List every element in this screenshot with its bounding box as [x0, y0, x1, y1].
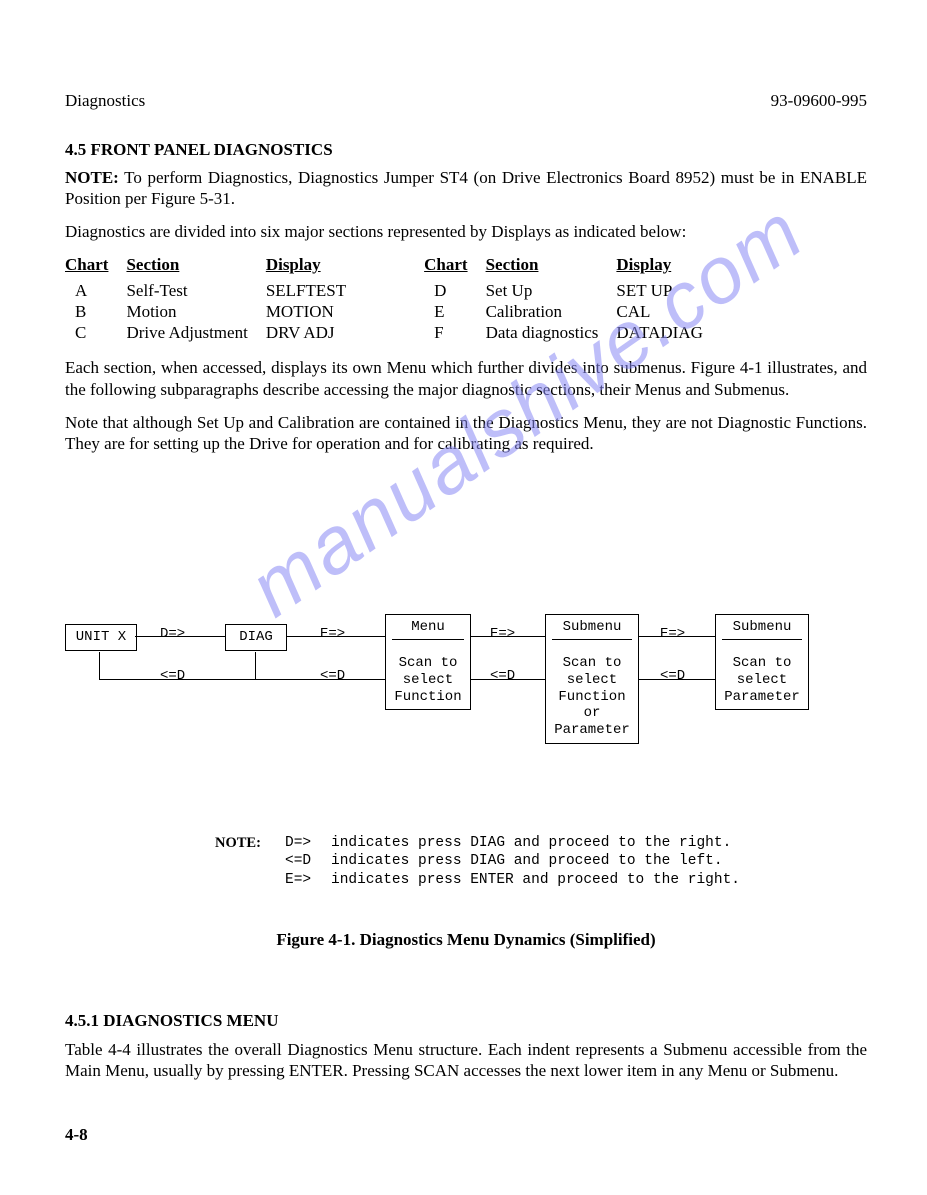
cell-chart: F — [424, 322, 485, 343]
note-text: indicates press DIAG and proceed to the … — [331, 852, 723, 870]
node-body: Scan to select Function or Parameter — [552, 655, 632, 739]
cell-section: Motion — [126, 301, 265, 322]
note-label: NOTE: — [215, 834, 285, 852]
edge-line — [255, 652, 256, 679]
cell-section: Set Up — [486, 280, 617, 301]
note-code: E=> — [285, 871, 331, 889]
diagram-note: NOTE: D=> indicates press DIAG and proce… — [215, 834, 867, 888]
cell-display: DRV ADJ — [266, 322, 364, 343]
watermark: manualshive.com — [230, 182, 822, 638]
page-header: Diagnostics 93-09600-995 — [65, 90, 867, 111]
intro-paragraph: Diagnostics are divided into six major s… — [65, 221, 867, 242]
sections-table: Chart Section Display A Self-Test SELFTE… — [65, 254, 867, 343]
section-4-5-heading: 4.5 FRONT PANEL DIAGNOSTICS — [65, 139, 867, 160]
table-row: E Calibration CAL — [424, 301, 721, 322]
edge-label-d-back: <=D — [490, 668, 515, 686]
col-chart: Chart — [424, 254, 485, 279]
table-row: B Motion MOTION — [65, 301, 364, 322]
node-body: Scan to select Parameter — [722, 655, 802, 705]
para-2: Note that although Set Up and Calibratio… — [65, 412, 867, 455]
table-row: A Self-Test SELFTEST — [65, 280, 364, 301]
node-label: UNIT X — [76, 629, 126, 645]
header-left: Diagnostics — [65, 90, 145, 111]
figure-4-1-diagram: UNIT X DIAG Menu Scan to select Function… — [65, 604, 867, 804]
node-unit-x: UNIT X — [65, 624, 137, 651]
section-4-5-1-para: Table 4-4 illustrates the overall Diagno… — [65, 1039, 867, 1082]
sections-table-left: Chart Section Display A Self-Test SELFTE… — [65, 254, 364, 343]
note-row: NOTE: D=> indicates press DIAG and proce… — [215, 834, 867, 852]
para-1: Each section, when accessed, displays it… — [65, 357, 867, 400]
figure-caption: Figure 4-1. Diagnostics Menu Dynamics (S… — [65, 929, 867, 950]
col-section: Section — [486, 254, 617, 279]
note-text: indicates press ENTER and proceed to the… — [331, 871, 740, 889]
cell-section: Data diagnostics — [486, 322, 617, 343]
node-body: Scan to select Function — [392, 655, 464, 705]
cell-section: Self-Test — [126, 280, 265, 301]
cell-display: CAL — [616, 301, 720, 322]
edge-label-d-fwd: D=> — [160, 626, 185, 644]
edge-label-e-fwd: E=> — [660, 626, 685, 644]
node-title: Submenu — [552, 619, 632, 640]
col-display: Display — [266, 254, 364, 279]
node-submenu-2: Submenu Scan to select Parameter — [715, 614, 809, 710]
edge-label-d-back: <=D — [160, 668, 185, 686]
note-code: <=D — [285, 852, 331, 870]
cell-chart: A — [65, 280, 126, 301]
header-right: 93-09600-995 — [771, 90, 867, 111]
col-display: Display — [616, 254, 720, 279]
page-number: 4-8 — [65, 1124, 88, 1145]
section-4-5-1-heading: 4.5.1 DIAGNOSTICS MENU — [65, 1010, 867, 1031]
cell-chart: D — [424, 280, 485, 301]
edge-label-e-fwd: E=> — [320, 626, 345, 644]
cell-display: MOTION — [266, 301, 364, 322]
note-paragraph: NOTE: To perform Diagnostics, Diagnostic… — [65, 167, 867, 210]
table-header-row: Chart Section Display — [65, 254, 364, 279]
note-spacer — [215, 852, 285, 870]
cell-display: DATADIAG — [616, 322, 720, 343]
table-row: C Drive Adjustment DRV ADJ — [65, 322, 364, 343]
table-header-row: Chart Section Display — [424, 254, 721, 279]
note-code: D=> — [285, 834, 331, 852]
note-label: NOTE: — [65, 168, 119, 187]
col-section: Section — [126, 254, 265, 279]
sections-table-right: Chart Section Display D Set Up SET UP E … — [424, 254, 721, 343]
cell-section: Calibration — [486, 301, 617, 322]
table-row: F Data diagnostics DATADIAG — [424, 322, 721, 343]
cell-chart: B — [65, 301, 126, 322]
table-row: D Set Up SET UP — [424, 280, 721, 301]
node-title: Submenu — [722, 619, 802, 640]
edge-line — [99, 652, 100, 679]
node-title: Menu — [392, 619, 464, 640]
edge-label-e-fwd: E=> — [490, 626, 515, 644]
edge-label-d-back: <=D — [320, 668, 345, 686]
note-text: indicates press DIAG and proceed to the … — [331, 834, 731, 852]
col-chart: Chart — [65, 254, 126, 279]
cell-chart: E — [424, 301, 485, 322]
node-menu: Menu Scan to select Function — [385, 614, 471, 710]
note-row: E=> indicates press ENTER and proceed to… — [215, 871, 867, 889]
node-label: DIAG — [239, 629, 273, 645]
note-row: <=D indicates press DIAG and proceed to … — [215, 852, 867, 870]
edge-label-d-back: <=D — [660, 668, 685, 686]
cell-section: Drive Adjustment — [126, 322, 265, 343]
note-text: To perform Diagnostics, Diagnostics Jump… — [65, 168, 867, 208]
node-diag: DIAG — [225, 624, 287, 651]
cell-chart: C — [65, 322, 126, 343]
note-spacer — [215, 871, 285, 889]
node-submenu-1: Submenu Scan to select Function or Param… — [545, 614, 639, 744]
cell-display: SET UP — [616, 280, 720, 301]
cell-display: SELFTEST — [266, 280, 364, 301]
page: Diagnostics 93-09600-995 4.5 FRONT PANEL… — [0, 0, 927, 1134]
